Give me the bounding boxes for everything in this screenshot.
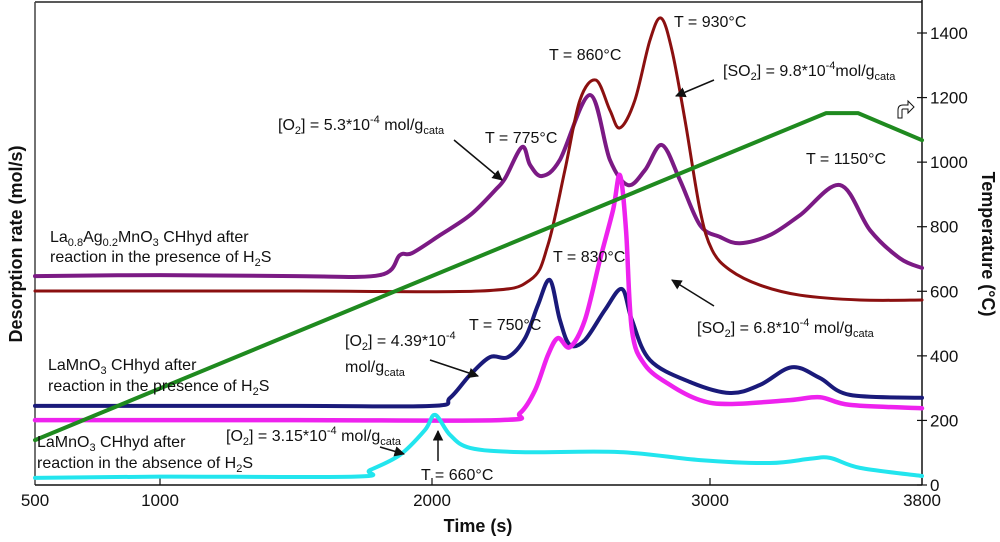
series-label-ag-line1: La0.8Ag0.2MnO3 CHhyd after — [50, 229, 249, 249]
series-label-abs-line1: LaMnO3 CHhyd after — [37, 434, 186, 454]
y-right-axis-title: Temperature (°C) — [978, 172, 998, 317]
right-axis-pointer-icon — [897, 99, 915, 119]
series-label-la-line2: reaction in the presence of H2S — [48, 378, 269, 398]
series-2 — [33, 16, 924, 302]
y-right-tick-label: 800 — [930, 218, 958, 237]
annotation-o2-la: [O2] = 4.39*10-4 — [345, 330, 456, 353]
annotation-so2-ag: [SO2] = 9.8*10-4mol/gcata — [723, 60, 896, 83]
arrow-so2-ag — [675, 79, 715, 98]
annotation-t1150: T = 1150°C — [806, 151, 886, 168]
annotation-t830: T = 830°C — [553, 249, 625, 266]
x-tick-label: 2000 — [413, 491, 451, 510]
series-5 — [33, 412, 924, 480]
arrow-so2-la — [671, 279, 715, 307]
series-label-la-line1: LaMnO3 CHhyd after — [48, 357, 197, 377]
series-label-ag-line2: reaction in the presence of H2S — [50, 249, 271, 269]
arrow-o2-ag — [453, 139, 503, 181]
annotation-t775: T = 775°C — [485, 130, 557, 147]
y-right-ticks: 0 200 400 600 800 1000 1200 1400 — [917, 24, 968, 495]
arrow-o2-la-abs — [379, 446, 406, 457]
series-layer — [32, 16, 925, 480]
y-right-tick-label: 1400 — [930, 24, 968, 43]
series-line — [33, 412, 924, 480]
annotation-t750: T = 750°C — [469, 317, 541, 334]
series-0 — [33, 111, 924, 443]
series-line — [33, 111, 924, 443]
series-line — [32, 172, 925, 423]
arrow-o2-la — [429, 359, 479, 378]
y-right-tick-label: 0 — [930, 476, 939, 495]
annotation-so2-la: [SO2] = 6.8*10-4 mol/gcata — [697, 317, 875, 340]
annotation-o2-ag: [O2] = 5.3*10-4 mol/gcata — [278, 114, 445, 137]
x-tick-label: 500 — [21, 491, 49, 510]
x-axis-title: Time (s) — [444, 516, 513, 536]
x-ticks: 500 1000 2000 3000 3800 — [21, 478, 941, 510]
y-right-tick-label: 400 — [930, 347, 958, 366]
annotation-o2-la-unit: mol/gcata — [345, 359, 406, 379]
annotation-o2-la-abs: [O2] = 3.15*10-4 mol/gcata — [226, 425, 402, 448]
annotation-t860: T = 860°C — [549, 47, 621, 64]
x-tick-label: 3800 — [903, 491, 941, 510]
series-4 — [32, 172, 925, 423]
x-tick-label: 3000 — [691, 491, 729, 510]
y-right-tick-label: 1200 — [930, 89, 968, 108]
y-right-tick-label: 200 — [930, 411, 958, 430]
y-right-tick-label: 1000 — [930, 153, 968, 172]
series-line — [33, 16, 924, 302]
y-left-axis-title: Desorption rate (mol/s) — [6, 145, 26, 342]
series-label-abs-line2: reaction in the absence of H2S — [37, 455, 253, 475]
x-tick-label: 1000 — [141, 491, 179, 510]
annotation-t660: T = 660°C — [421, 467, 493, 484]
annotation-t930: T = 930°C — [674, 14, 746, 31]
y-right-tick-label: 600 — [930, 282, 958, 301]
annotations: [O2] = 5.3*10-4 mol/gcata T = 775°C T = … — [37, 14, 896, 484]
